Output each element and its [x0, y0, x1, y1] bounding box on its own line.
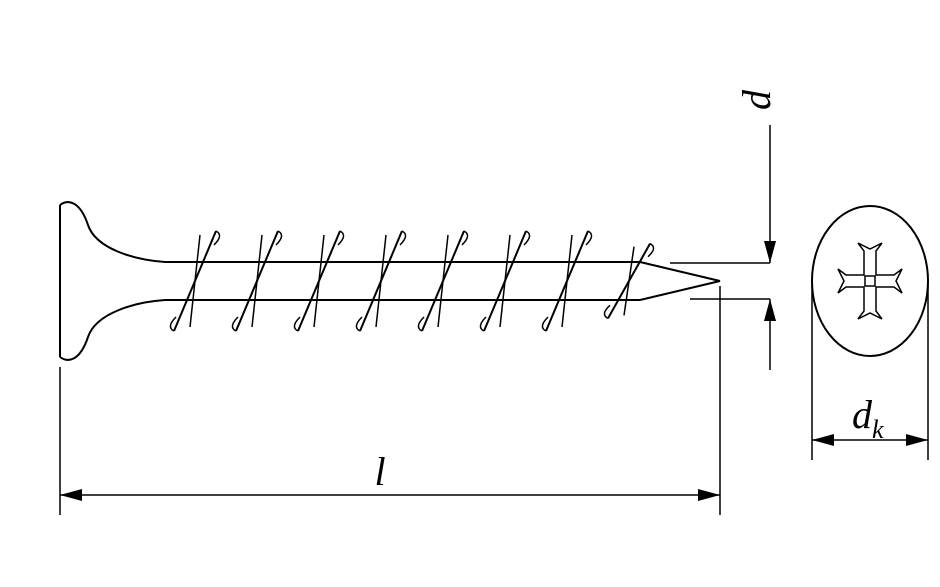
dim-label-d: d: [734, 89, 779, 110]
dim-label-dk: dk: [852, 392, 884, 444]
dim-label-l: l: [374, 449, 385, 494]
